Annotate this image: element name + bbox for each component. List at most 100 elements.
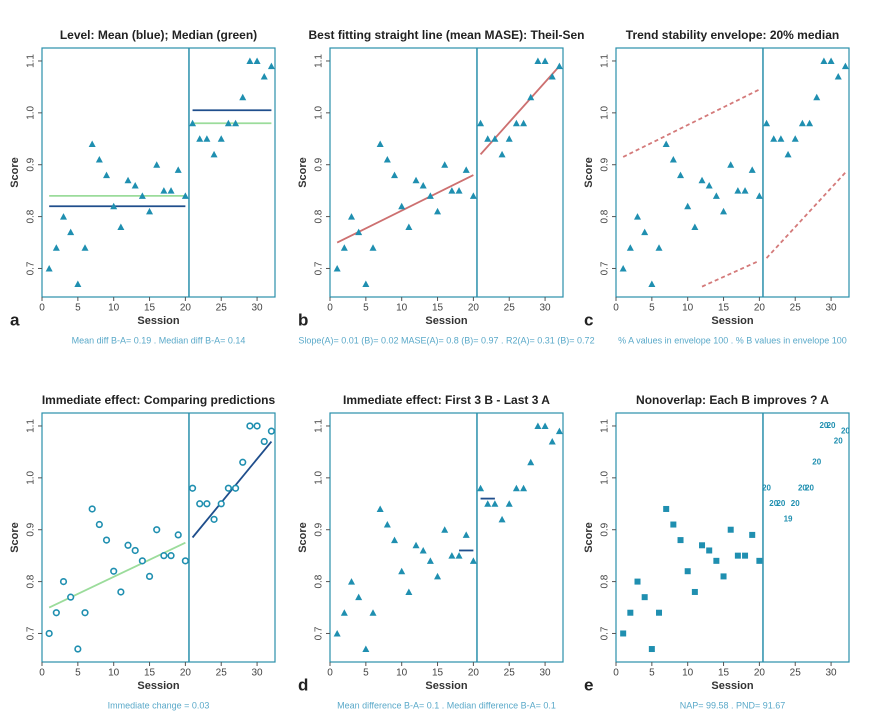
point: [827, 57, 835, 64]
point: [45, 629, 53, 638]
point-label: 20: [827, 421, 836, 430]
x-tick-label: 30: [252, 668, 264, 679]
point: [110, 567, 118, 575]
y-tick-label: 1.1: [26, 419, 37, 433]
point: [555, 62, 563, 70]
point: [663, 505, 670, 512]
point: [60, 213, 68, 220]
overlay-line: [701, 259, 760, 288]
point: [267, 427, 276, 435]
point: [340, 244, 348, 251]
point: [641, 594, 648, 601]
point: [239, 93, 247, 101]
point: [376, 140, 384, 147]
panel-letter: c: [584, 310, 593, 329]
point: [203, 500, 211, 508]
x-tick-label: 5: [649, 668, 655, 679]
point: [641, 228, 649, 236]
point: [419, 546, 427, 554]
x-tick-label: 30: [826, 668, 838, 679]
x-tick-label: 0: [327, 668, 333, 679]
x-tick-label: 15: [718, 303, 730, 314]
point: [412, 176, 420, 184]
x-tick-label: 20: [468, 668, 480, 679]
x-tick-label: 0: [613, 303, 619, 314]
point: [131, 181, 139, 189]
point: [656, 609, 663, 616]
point: [756, 557, 763, 564]
point: [355, 228, 363, 236]
point: [798, 119, 806, 127]
point: [210, 515, 218, 523]
point-label: 20: [776, 499, 785, 508]
point: [541, 422, 549, 429]
point: [405, 588, 413, 595]
point: [210, 150, 218, 158]
point: [174, 166, 182, 173]
point: [426, 192, 434, 199]
panel-letter: e: [584, 675, 593, 694]
point: [434, 572, 442, 580]
point: [434, 207, 442, 215]
y-tick-label: 0.7: [26, 626, 37, 640]
y-tick-label: 0.7: [26, 261, 37, 275]
point: [469, 557, 477, 564]
point: [391, 536, 399, 544]
point: [841, 62, 849, 70]
point: [369, 244, 377, 251]
point: [655, 244, 663, 251]
point: [699, 542, 706, 549]
y-tick-label: 0.7: [600, 261, 611, 275]
point: [383, 156, 391, 163]
x-tick-label: 10: [682, 668, 694, 679]
point: [720, 207, 728, 215]
point: [477, 119, 485, 127]
caption: Immediate change = 0.03: [108, 700, 210, 710]
x-tick-label: 25: [790, 668, 802, 679]
y-tick-label: 0.8: [314, 209, 325, 223]
x-tick-label: 5: [75, 668, 81, 679]
point: [224, 119, 232, 127]
point: [720, 573, 727, 580]
y-tick-label: 0.8: [600, 574, 611, 588]
y-tick-label: 0.8: [600, 209, 611, 223]
point: [45, 264, 53, 272]
point: [749, 531, 756, 538]
point: [742, 552, 749, 559]
x-tick-label: 25: [790, 303, 802, 314]
x-tick-label: 25: [216, 668, 228, 679]
point: [448, 187, 456, 194]
x-tick-label: 15: [432, 303, 444, 314]
point: [634, 578, 641, 585]
y-tick-label: 0.7: [314, 626, 325, 640]
caption: % A values in envelope 100 . % B values …: [618, 335, 847, 345]
point: [74, 280, 82, 288]
point: [146, 207, 154, 215]
point: [348, 578, 356, 585]
point: [541, 57, 549, 64]
y-tick-label: 1.1: [600, 54, 611, 68]
y-axis-label: Score: [9, 157, 21, 188]
point: [684, 568, 691, 575]
point: [462, 531, 470, 538]
point: [333, 264, 341, 272]
point: [534, 422, 542, 429]
x-tick-label: 0: [613, 668, 619, 679]
x-tick-label: 10: [396, 668, 408, 679]
point: [777, 135, 785, 142]
point: [763, 119, 771, 127]
point: [520, 484, 528, 492]
point: [713, 557, 720, 564]
point: [340, 609, 348, 616]
point: [398, 202, 406, 210]
point: [455, 187, 463, 194]
point: [634, 213, 642, 220]
point: [806, 119, 814, 127]
point: [405, 223, 413, 230]
point: [224, 484, 232, 492]
point: [174, 531, 182, 539]
point: [167, 187, 175, 194]
point: [512, 119, 520, 127]
point: [102, 536, 111, 544]
